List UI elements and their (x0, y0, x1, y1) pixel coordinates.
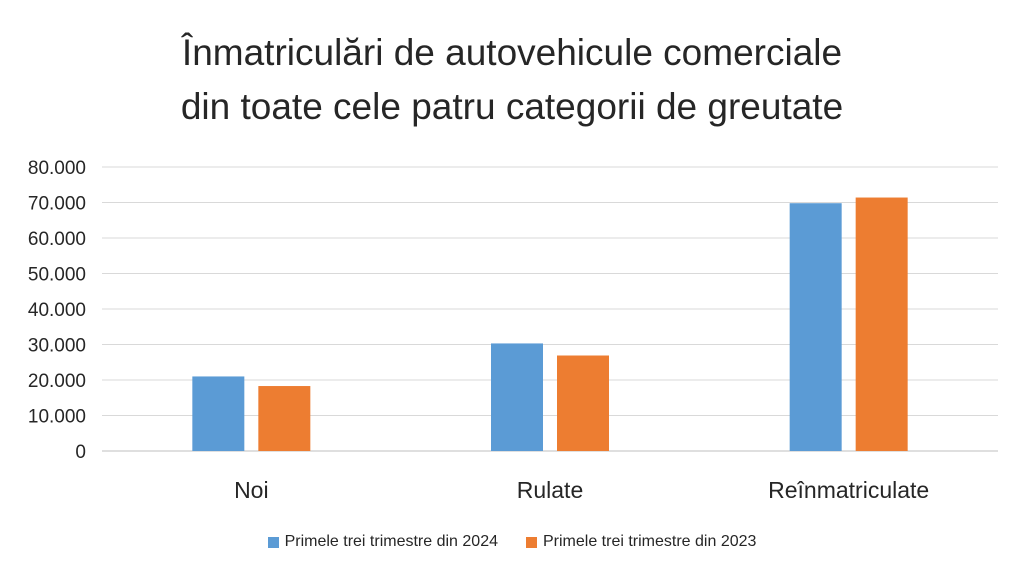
bar (491, 343, 543, 451)
y-tick-label: 60.000 (28, 229, 86, 250)
y-tick-label: 0 (75, 442, 86, 463)
chart-title: Înmatriculări de autovehicule comerciale… (0, 26, 1024, 134)
legend-swatch-2024 (267, 536, 279, 548)
bar (855, 197, 908, 451)
y-tick-label: 10.000 (28, 407, 86, 428)
y-tick-label: 80.000 (28, 158, 86, 179)
bar (258, 386, 311, 451)
legend-label-2023: Primele trei trimestre din 2023 (543, 533, 757, 550)
x-tick-label: Noi (234, 477, 269, 503)
y-tick-label: 40.000 (28, 300, 86, 321)
legend-label-2024: Primele trei trimestre din 2024 (284, 533, 498, 550)
bar (789, 203, 842, 451)
chart-legend: Primele trei trimestre din 2024 Primele … (0, 533, 1024, 551)
y-tick-label: 50.000 (28, 265, 86, 286)
legend-swatch-2023 (526, 536, 537, 548)
y-tick-label: 20.000 (28, 371, 86, 392)
chart-title-line-1: Înmatriculări de autovehicule comerciale (181, 32, 843, 73)
x-tick-label: Rulate (517, 477, 583, 503)
x-tick-label: Reînmatriculate (768, 477, 929, 503)
bar (192, 376, 245, 451)
chart-title-line-2: din toate cele patru categorii de greuta… (180, 86, 844, 127)
y-tick-label: 70.000 (28, 194, 86, 215)
bar (557, 355, 609, 451)
y-tick-label: 30.000 (28, 336, 86, 357)
legend-item-2024: Primele trei trimestre din 2024 (267, 533, 498, 551)
legend-item-2023: Primele trei trimestre din 2023 (526, 533, 756, 551)
